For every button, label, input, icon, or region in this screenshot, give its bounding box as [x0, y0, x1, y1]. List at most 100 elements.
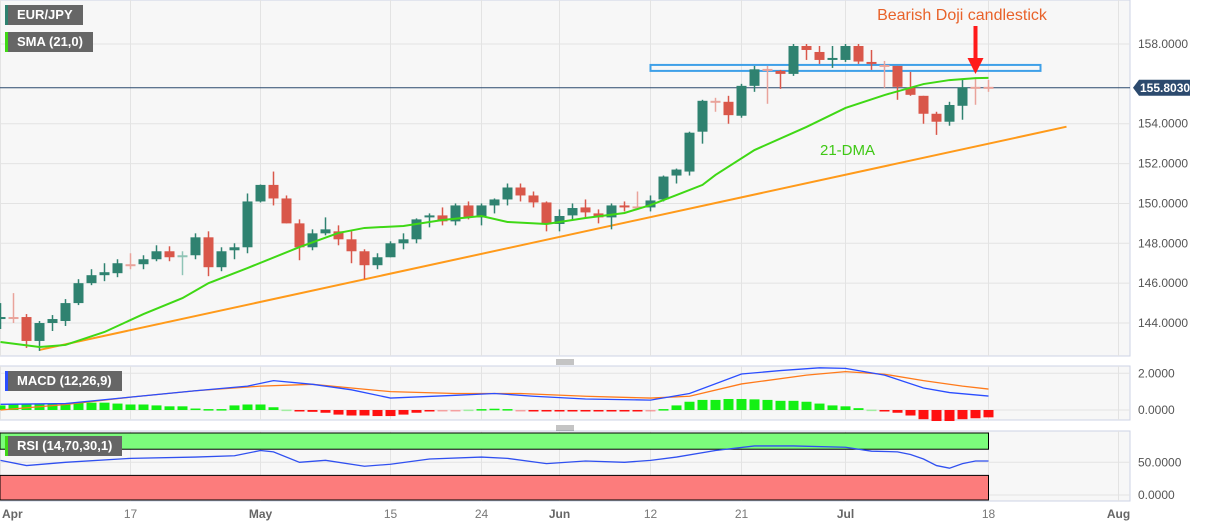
bearish-candle — [359, 249, 370, 280]
macd-legend[interactable]: MACD (12,26,9) — [5, 371, 122, 391]
annotation-text: Bearish Doji candlestick — [877, 7, 1048, 24]
price-axis-label: 148.0000 — [1138, 236, 1188, 250]
bearish-candle — [723, 95, 734, 124]
macd-histogram-bar — [47, 403, 58, 410]
macd-histogram-bar — [723, 398, 734, 410]
bullish-candle — [242, 193, 253, 254]
bullish-candle — [372, 253, 383, 270]
symbol-legend[interactable]: EUR/JPY — [5, 5, 83, 25]
bullish-candle — [957, 79, 968, 120]
candle-body — [346, 239, 357, 252]
candle-body — [580, 207, 591, 213]
candle-body — [905, 87, 916, 95]
candle-body — [853, 45, 864, 62]
macd-histogram-bar — [970, 410, 981, 419]
bearish-candle — [892, 65, 903, 100]
bullish-candle — [749, 65, 760, 92]
macd-histogram-bar — [203, 409, 214, 411]
bearish-candle — [333, 225, 344, 246]
candle-body — [450, 205, 461, 222]
bullish-candle — [86, 269, 97, 286]
candle-body — [177, 255, 188, 258]
candle-body — [489, 199, 500, 206]
bearish-candle — [528, 191, 539, 208]
macd-histogram-bar — [606, 410, 617, 412]
bullish-candle — [60, 299, 71, 327]
macd-histogram-bar — [892, 410, 903, 413]
candle-body — [359, 251, 370, 266]
candle-body — [814, 51, 825, 60]
date-axis-label: 24 — [475, 507, 489, 521]
macd-histogram-bar — [788, 400, 799, 410]
candle-body — [671, 169, 682, 176]
date-axis-label: Jul — [837, 507, 854, 521]
macd-histogram-bar — [424, 410, 435, 412]
date-axis-label: Aug — [1107, 507, 1130, 521]
candle-body — [801, 45, 812, 50]
rsi-axis-label: 50.0000 — [1138, 455, 1182, 469]
candle-body — [840, 45, 851, 60]
bearish-candle — [619, 201, 630, 212]
date-axis-label: Apr — [2, 507, 23, 521]
candle-body — [164, 251, 175, 258]
main-panel — [0, 0, 1131, 357]
rsi-legend[interactable]: RSI (14,70,30,1) — [5, 436, 123, 456]
bearish-candle — [268, 171, 279, 206]
candle-body — [606, 205, 617, 218]
macd-panel — [0, 365, 1131, 421]
macd-histogram-bar — [450, 410, 461, 412]
candle-body — [541, 202, 552, 224]
bullish-candle — [671, 168, 682, 184]
bearish-candle — [164, 246, 175, 262]
price-axis-label: 154.0000 — [1138, 117, 1188, 131]
bullish-candle — [840, 44, 851, 62]
candle-body — [944, 104, 955, 122]
macd-histogram-bar — [268, 407, 279, 410]
bearish-candle — [905, 71, 916, 96]
bullish-candle — [489, 198, 500, 214]
bearish-candle — [853, 44, 864, 64]
macd-histogram-bar — [411, 410, 422, 413]
macd-histogram-bar — [190, 408, 201, 411]
candle-body — [749, 69, 760, 86]
macd-histogram-bar — [177, 406, 188, 410]
candle-body — [333, 231, 344, 240]
macd-histogram-bar — [983, 410, 994, 418]
candle-body — [138, 259, 149, 265]
candle-body — [658, 176, 669, 200]
macd-histogram-bar — [164, 406, 175, 410]
bullish-candle — [476, 203, 487, 226]
bullish-candle — [0, 303, 6, 329]
candle-body — [879, 64, 890, 67]
price-axis-label: 144.0000 — [1138, 316, 1188, 330]
bearish-candle — [710, 97, 721, 112]
candle-body — [788, 45, 799, 74]
candle-body — [281, 198, 292, 224]
macd-histogram-bar — [437, 410, 448, 412]
sma-legend[interactable]: SMA (21,0) — [5, 32, 93, 52]
candle-body — [268, 184, 279, 199]
rsi-line — [0, 445, 989, 469]
macd-histogram-bar — [710, 399, 721, 410]
candle-body — [242, 201, 253, 248]
macd-histogram-bar — [658, 409, 669, 411]
bearish-candle — [775, 69, 786, 89]
candle-body — [619, 205, 630, 208]
bullish-candle — [47, 315, 58, 331]
macd-histogram-bar — [398, 410, 409, 415]
price-axis-label: 150.0000 — [1138, 196, 1188, 210]
macd-histogram-bar — [346, 410, 357, 416]
candle-body — [8, 317, 19, 320]
macd-histogram-bar — [775, 400, 786, 410]
candle-body — [203, 237, 214, 268]
price-axis-label: 146.0000 — [1138, 276, 1188, 290]
macd-histogram-bar — [541, 410, 552, 412]
candle-body — [0, 317, 6, 320]
macd-histogram-bar — [307, 410, 318, 412]
macd-histogram-bar — [385, 410, 396, 417]
price-axis-label: 152.0000 — [1138, 157, 1188, 171]
bearish-candle — [515, 183, 526, 202]
candle-body — [554, 215, 565, 224]
bearish-candle — [541, 201, 552, 232]
